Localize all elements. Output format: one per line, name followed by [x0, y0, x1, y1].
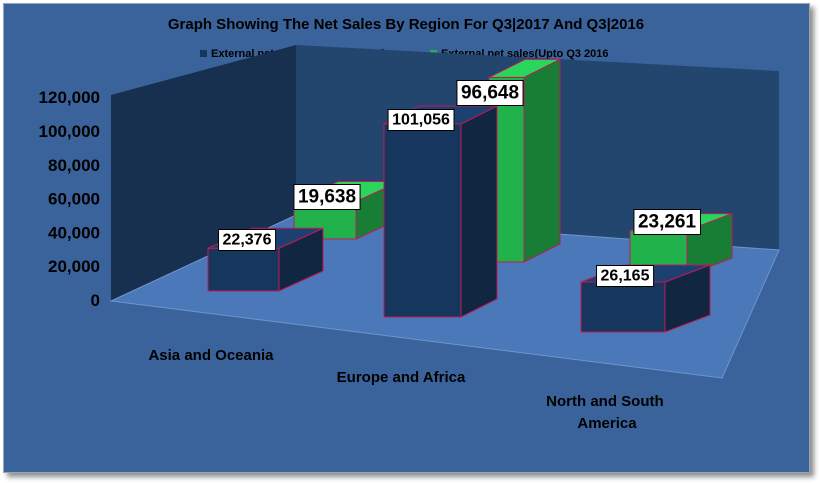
data-label-box [633, 209, 701, 235]
data-label: 22,376 [218, 229, 277, 251]
bar-2-2 [488, 58, 561, 263]
y-tick-label: 0 [91, 291, 100, 310]
bar-front [580, 281, 666, 333]
category-label: Asia and Oceania [148, 347, 274, 364]
bar-side [523, 58, 561, 263]
data-label: 26,165 [596, 265, 655, 287]
data-labels: 19,638 96,648 23,261 22,376 101,056 26,165 [218, 80, 701, 287]
data-label-box [456, 80, 524, 106]
data-label: 101,056 [387, 109, 455, 131]
chart-title: Graph Showing The Net Sales By Region Fo… [168, 16, 644, 33]
y-tick-label: 120,000 [39, 88, 100, 107]
bars [207, 58, 733, 333]
data-label-text: 96,648 [461, 83, 519, 104]
data-label-text: 22,376 [223, 232, 272, 249]
y-tick-label: 100,000 [39, 122, 100, 141]
y-axis: 0 20,000 40,000 60,000 80,000 100,000 120,000 [39, 88, 100, 310]
data-label-text: 101,056 [392, 112, 450, 129]
category-label: North and South America [546, 393, 668, 432]
legend-swatch-series-1 [200, 50, 207, 57]
bar-front [207, 247, 280, 292]
bar-front [383, 123, 462, 318]
data-label: 23,261 [633, 209, 701, 235]
category-label-line-1: North and South [546, 393, 663, 410]
category-label: Europe and Africa [337, 369, 466, 386]
data-label-box [218, 229, 277, 251]
bar-side [460, 105, 498, 318]
data-label-text: 23,261 [638, 212, 697, 233]
y-tick-label: 20,000 [48, 257, 100, 276]
y-tick-label: 60,000 [48, 190, 100, 209]
bar-chart: Graph Showing The Net Sales By Region Fo… [39, 16, 780, 432]
data-label-box [293, 184, 361, 210]
data-label: 96,648 [456, 80, 524, 106]
data-label-text: 26,165 [601, 268, 650, 285]
chart-frame: Graph Showing The Net Sales By Region Fo… [3, 3, 810, 473]
side-wall [111, 45, 296, 301]
y-tick-label: 40,000 [48, 223, 100, 242]
bar-1-2 [383, 105, 498, 318]
y-tick-label: 80,000 [48, 156, 100, 175]
data-label-text: 19,638 [298, 187, 356, 208]
data-label-box [596, 265, 655, 287]
data-label-box [387, 109, 455, 131]
bar-top [488, 58, 561, 78]
category-label-line-2: America [577, 415, 637, 432]
data-label: 19,638 [293, 184, 361, 210]
